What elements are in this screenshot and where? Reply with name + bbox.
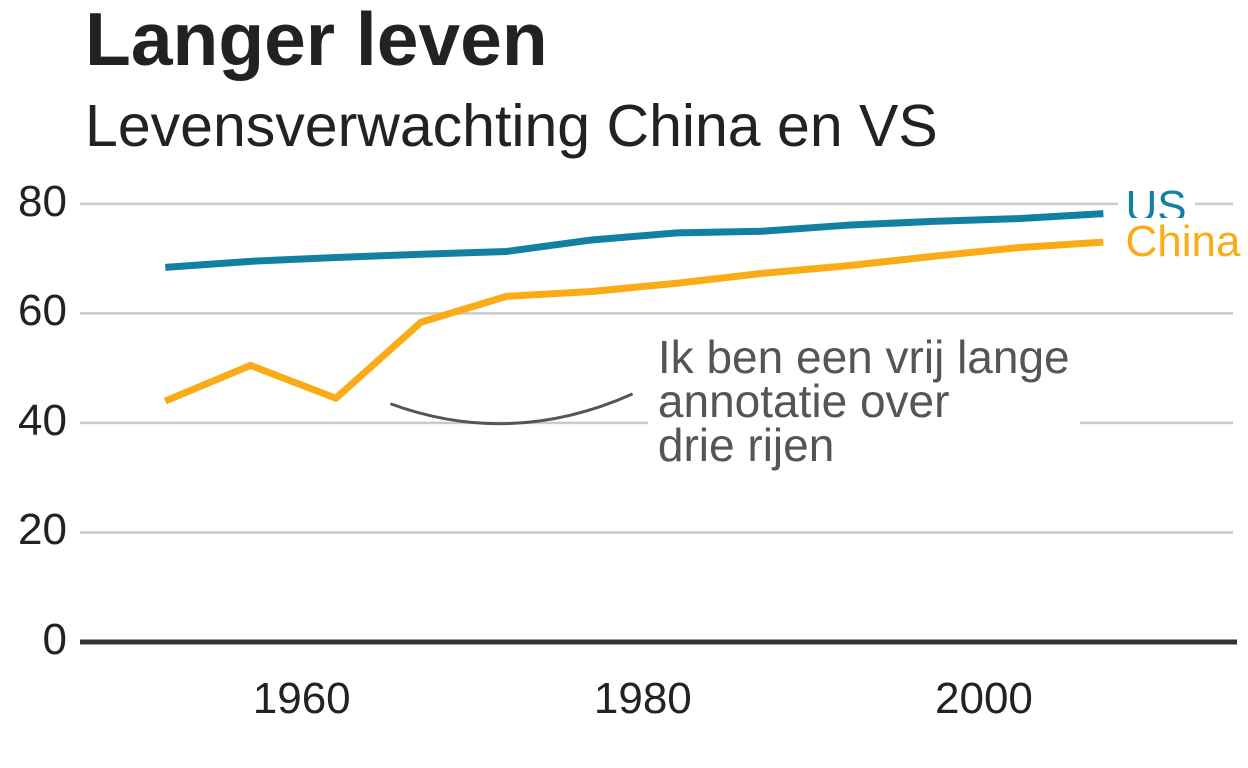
annotation-text: Ik ben een vrij lange annotatie over dri… [647, 331, 1080, 471]
y-axis-tick-label: 0 [42, 615, 67, 664]
x-axis-tick-label: 1960 [252, 674, 351, 723]
y-axis-tick-label: 80 [18, 176, 67, 226]
x-axis-tick-label: 1980 [593, 674, 692, 723]
chart-title: Langer leven [85, 0, 548, 81]
y-axis-tick-label: 20 [18, 505, 67, 555]
series-line-us [165, 210, 1104, 271]
series-label-china: China [1117, 218, 1248, 267]
annotation-curve [389, 392, 634, 426]
x-axis-tick-label: 2000 [935, 674, 1033, 723]
chart-subtitle: Levensverwachting China en VS [85, 93, 938, 159]
y-axis-tick-label: 60 [18, 286, 67, 336]
y-axis-tick-label: 40 [18, 395, 67, 445]
series-line-china [163, 238, 1104, 405]
